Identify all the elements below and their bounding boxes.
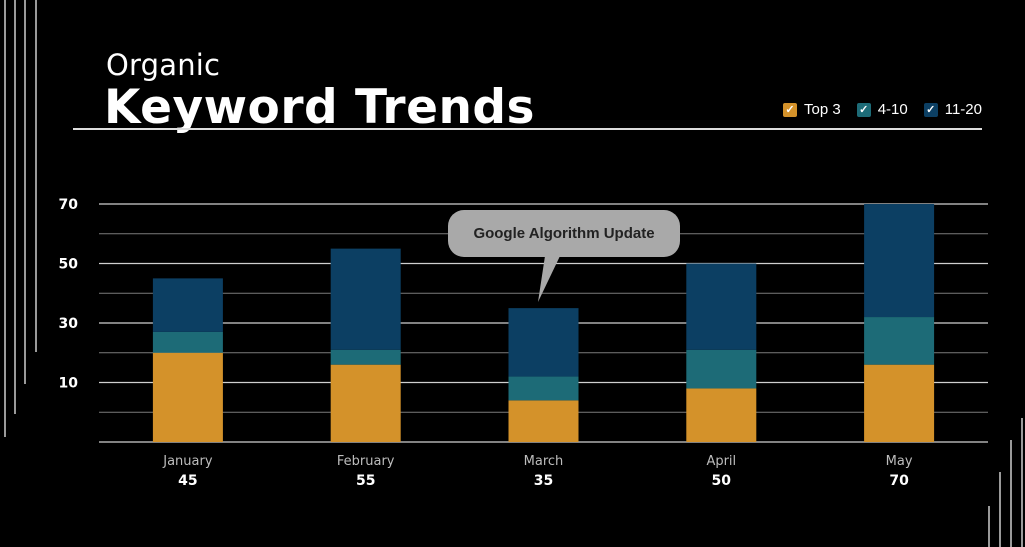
checkbox-icon[interactable]: ✓ [783,102,797,117]
bar-segment-4-10 [152,331,223,353]
y-tick-label: 50 [59,257,79,273]
legend: ✓ Top 3 ✓ 4-10 ✓ 11-20 [783,101,982,118]
legend-label: 11-20 [944,101,982,118]
bar-segment-11-20 [330,248,401,350]
x-tick-label: May [886,454,913,469]
bar-segment-4-10 [686,349,757,389]
legend-item-4-10[interactable]: ✓ 4-10 [856,101,908,118]
bar-segment-11-20 [152,278,223,332]
total-label: 55 [356,473,375,489]
legend-item-11-20[interactable]: ✓ 11-20 [923,101,982,118]
x-tick-label: February [337,454,395,469]
decorative-line [14,0,16,414]
chart-subtitle: Organic [106,48,221,82]
bar-segment-11-20 [508,308,579,377]
bar-segment-11-20 [686,263,757,350]
bar-segment-top-3 [152,352,223,442]
bar-segment-4-10 [330,349,401,365]
x-tick-label: April [706,454,736,469]
bar-segment-4-10 [508,376,579,401]
total-label: 50 [712,473,732,489]
legend-item-top3[interactable]: ✓ Top 3 [783,101,841,118]
legend-label: Top 3 [804,101,841,118]
total-label: 45 [178,473,197,489]
bar-segment-top-3 [330,364,401,442]
decorative-line [1010,440,1012,547]
total-label: 35 [534,473,553,489]
chart-title: Keyword Trends [104,80,536,135]
y-tick-label: 10 [59,376,79,392]
annotation-callout: Google Algorithm Update [448,210,680,257]
decorative-line [35,0,37,352]
checkbox-icon[interactable]: ✓ [923,102,938,117]
title-divider [73,128,982,130]
x-tick-label: March [524,454,564,469]
decorative-line [988,506,990,547]
legend-label: 4-10 [877,101,908,118]
bar-segment-top-3 [508,400,579,442]
y-tick-label: 70 [59,197,79,213]
decorative-line [1021,418,1023,547]
bar-segment-4-10 [864,317,935,365]
decorative-line [24,0,26,384]
x-tick-label: January [162,454,213,469]
bar-segment-top-3 [864,364,935,442]
bar-segment-top-3 [686,388,757,442]
decorative-line [4,0,6,437]
decorative-line [999,472,1001,547]
checkbox-icon[interactable]: ✓ [856,102,871,117]
y-tick-label: 30 [59,316,79,332]
bar-segment-11-20 [864,204,935,318]
total-label: 70 [889,473,909,489]
